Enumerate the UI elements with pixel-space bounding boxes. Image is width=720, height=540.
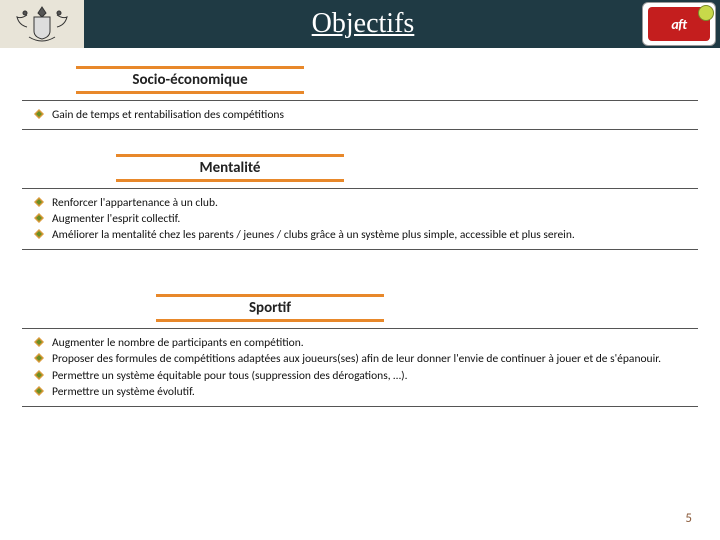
bullet-icon [34,386,52,396]
bullet-icon [34,353,52,363]
bullet-icon [34,229,52,239]
list-item-text: Renforcer l'appartenance à un club. [52,195,690,211]
header-bar: Objectifs aft [0,0,720,48]
page-title: Objectifs [84,8,642,40]
bullet-icon [34,109,52,119]
section-sportif: Sportif Augmenter le nombre de participa… [0,294,720,406]
section-content: Renforcer l'appartenance à un club. Augm… [22,188,698,250]
bullet-icon [34,197,52,207]
section-heading: Sportif [156,294,384,322]
list-item-text: Gain de temps et rentabilisation des com… [52,107,690,123]
list-item: Augmenter l'esprit collectif. [34,211,690,227]
list-item: Renforcer l'appartenance à un club. [34,195,690,211]
bullet-icon [34,213,52,223]
list-item-text: Améliorer la mentalité chez les parents … [52,227,690,243]
tennis-ball-icon [698,5,714,21]
page-number: 5 [685,511,692,526]
list-item-text: Augmenter l'esprit collectif. [52,211,690,227]
section-content: Gain de temps et rentabilisation des com… [22,100,698,130]
aft-logo-text: aft [671,16,686,33]
section-socio: Socio-économique Gain de temps et rentab… [0,66,720,130]
list-item: Permettre un système équitable pour tous… [34,368,690,384]
section-mentalite: Mentalité Renforcer l'appartenance à un … [0,154,720,250]
list-item-text: Permettre un système équitable pour tous… [52,368,690,384]
crest-logo [0,0,84,48]
section-content: Augmenter le nombre de participants en c… [22,328,698,406]
list-item: Améliorer la mentalité chez les parents … [34,227,690,243]
section-heading: Socio-économique [76,66,304,94]
bullet-icon [34,337,52,347]
sections-container: Socio-économique Gain de temps et rentab… [0,48,720,407]
section-heading: Mentalité [116,154,344,182]
list-item-text: Augmenter le nombre de participants en c… [52,335,690,351]
aft-logo: aft [642,2,716,46]
list-item: Permettre un système évolutif. [34,384,690,400]
list-item-text: Proposer des formules de compétitions ad… [52,351,690,367]
list-item-text: Permettre un système évolutif. [52,384,690,400]
list-item: Gain de temps et rentabilisation des com… [34,107,690,123]
list-item: Proposer des formules de compétitions ad… [34,351,690,367]
bullet-icon [34,370,52,380]
list-item: Augmenter le nombre de participants en c… [34,335,690,351]
